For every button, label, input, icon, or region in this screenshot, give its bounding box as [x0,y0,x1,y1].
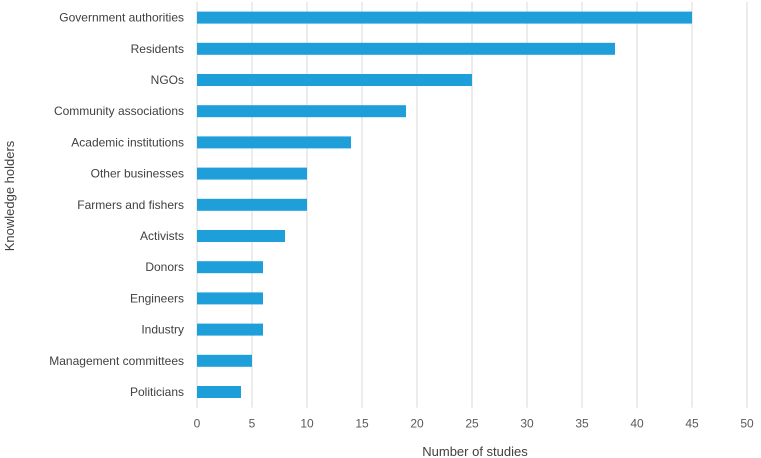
x-tick-label: 40 [630,417,644,431]
category-label: Farmers and fishers [77,198,184,212]
category-label: Donors [145,260,184,274]
category-label: Government authorities [59,11,184,25]
x-tick-label: 50 [740,417,754,431]
x-tick-label: 15 [355,417,369,431]
bar [197,230,285,242]
category-label: NGOs [151,73,184,87]
category-label: Management committees [49,354,184,368]
category-label: Academic institutions [71,135,184,149]
category-label: Residents [131,42,184,56]
bar [197,386,241,398]
bar [197,261,263,274]
x-tick-labels: 0 5 10 15 20 25 30 35 40 45 50 [194,417,754,431]
x-tick-label: 30 [520,417,534,431]
y-axis-title: Knowledge holders [2,140,17,251]
category-label: Politicians [130,385,184,399]
bar [197,323,263,336]
bar [197,292,263,305]
x-tick-label: 35 [575,417,589,431]
bar [197,198,307,211]
category-label: Engineers [130,291,184,305]
category-label: Industry [141,323,184,337]
category-label: Activists [140,229,184,243]
category-labels: Government authorities Residents NGOs Commu… [49,11,184,399]
gridlines [196,2,748,408]
bars [197,11,692,398]
bar [197,167,307,180]
category-label: Community associations [54,104,184,118]
x-tick-label: 5 [249,417,256,431]
bar [197,42,615,55]
x-tick-label: 0 [194,417,201,431]
x-tick-label: 25 [465,417,479,431]
bar [197,11,692,24]
x-tick-label: 10 [300,417,314,431]
category-label: Other businesses [91,167,184,181]
bar [197,74,472,86]
x-tick-label: 45 [685,417,699,431]
bar [197,354,252,367]
x-axis-title: Number of studies [422,444,528,458]
x-tick-label: 20 [410,417,424,431]
bar [197,105,406,118]
bar [197,136,351,149]
